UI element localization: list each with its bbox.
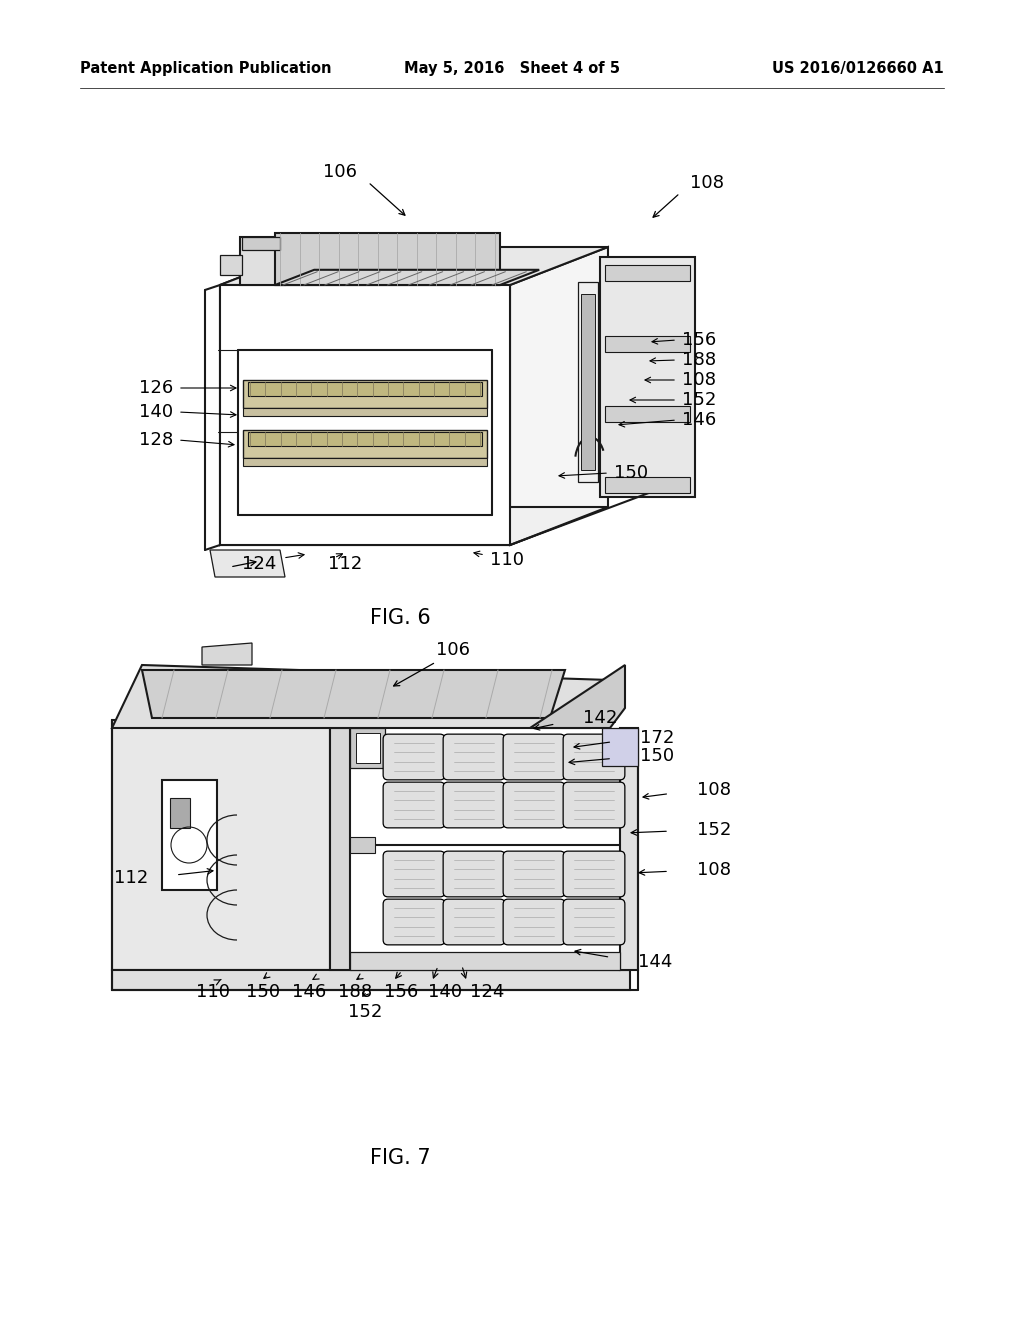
Text: 108: 108 bbox=[697, 781, 731, 799]
Polygon shape bbox=[243, 430, 487, 458]
Text: FIG. 7: FIG. 7 bbox=[370, 1148, 430, 1168]
Text: 106: 106 bbox=[436, 642, 470, 659]
Text: 110: 110 bbox=[196, 983, 230, 1001]
Polygon shape bbox=[243, 380, 487, 408]
Text: 150: 150 bbox=[614, 465, 648, 482]
Polygon shape bbox=[220, 247, 608, 285]
Polygon shape bbox=[275, 269, 540, 285]
Polygon shape bbox=[243, 458, 487, 466]
Polygon shape bbox=[350, 729, 385, 768]
Polygon shape bbox=[112, 719, 330, 970]
Text: 126: 126 bbox=[138, 379, 173, 397]
Polygon shape bbox=[605, 407, 690, 422]
Text: 112: 112 bbox=[328, 554, 362, 573]
Text: 172: 172 bbox=[640, 729, 675, 747]
Polygon shape bbox=[220, 507, 608, 545]
Text: 108: 108 bbox=[682, 371, 716, 389]
Text: 156: 156 bbox=[682, 331, 716, 348]
Text: 128: 128 bbox=[138, 432, 173, 449]
FancyBboxPatch shape bbox=[443, 851, 505, 896]
Text: 152: 152 bbox=[697, 821, 731, 840]
Polygon shape bbox=[620, 729, 638, 970]
FancyBboxPatch shape bbox=[503, 851, 565, 896]
Text: 188: 188 bbox=[338, 983, 372, 1001]
Polygon shape bbox=[248, 381, 482, 396]
Text: 150: 150 bbox=[246, 983, 281, 1001]
Polygon shape bbox=[112, 970, 630, 990]
Text: 112: 112 bbox=[114, 869, 148, 887]
Text: 106: 106 bbox=[323, 162, 357, 181]
Polygon shape bbox=[356, 733, 380, 763]
Text: 124: 124 bbox=[242, 554, 276, 573]
Polygon shape bbox=[578, 282, 598, 482]
FancyBboxPatch shape bbox=[443, 899, 505, 945]
Text: 152: 152 bbox=[348, 1003, 382, 1020]
Text: 188: 188 bbox=[682, 351, 716, 370]
Text: 108: 108 bbox=[697, 861, 731, 879]
Polygon shape bbox=[605, 335, 690, 351]
Polygon shape bbox=[162, 780, 217, 890]
Polygon shape bbox=[242, 238, 280, 249]
FancyBboxPatch shape bbox=[563, 851, 625, 896]
Text: 146: 146 bbox=[682, 411, 716, 429]
FancyBboxPatch shape bbox=[503, 734, 565, 780]
Polygon shape bbox=[350, 837, 375, 853]
Text: FIG. 6: FIG. 6 bbox=[370, 609, 430, 628]
FancyBboxPatch shape bbox=[503, 783, 565, 828]
Polygon shape bbox=[600, 257, 695, 498]
FancyBboxPatch shape bbox=[383, 734, 444, 780]
Polygon shape bbox=[350, 952, 620, 970]
FancyBboxPatch shape bbox=[383, 783, 444, 828]
Polygon shape bbox=[112, 665, 610, 729]
Polygon shape bbox=[220, 285, 510, 545]
FancyBboxPatch shape bbox=[563, 899, 625, 945]
Polygon shape bbox=[510, 247, 608, 545]
Text: 140: 140 bbox=[139, 403, 173, 421]
Text: 108: 108 bbox=[690, 174, 724, 191]
Polygon shape bbox=[170, 799, 190, 828]
Polygon shape bbox=[220, 255, 242, 275]
FancyBboxPatch shape bbox=[383, 851, 444, 896]
Text: 152: 152 bbox=[682, 391, 717, 409]
Polygon shape bbox=[210, 550, 285, 577]
FancyBboxPatch shape bbox=[443, 783, 505, 828]
Text: 144: 144 bbox=[638, 953, 673, 972]
FancyBboxPatch shape bbox=[443, 734, 505, 780]
Polygon shape bbox=[530, 665, 625, 729]
FancyBboxPatch shape bbox=[563, 783, 625, 828]
Polygon shape bbox=[240, 238, 285, 285]
FancyBboxPatch shape bbox=[503, 899, 565, 945]
Text: 156: 156 bbox=[384, 983, 418, 1001]
Text: 110: 110 bbox=[490, 550, 524, 569]
Text: Patent Application Publication: Patent Application Publication bbox=[80, 61, 332, 75]
Text: 140: 140 bbox=[428, 983, 462, 1001]
Text: May 5, 2016   Sheet 4 of 5: May 5, 2016 Sheet 4 of 5 bbox=[404, 61, 620, 75]
Polygon shape bbox=[330, 729, 350, 970]
Polygon shape bbox=[248, 432, 482, 446]
Polygon shape bbox=[202, 643, 252, 665]
Text: 146: 146 bbox=[292, 983, 327, 1001]
Text: US 2016/0126660 A1: US 2016/0126660 A1 bbox=[772, 61, 944, 75]
Text: 142: 142 bbox=[583, 709, 617, 727]
FancyBboxPatch shape bbox=[563, 734, 625, 780]
Polygon shape bbox=[602, 729, 638, 766]
Text: 150: 150 bbox=[640, 747, 674, 766]
Polygon shape bbox=[605, 477, 690, 492]
Polygon shape bbox=[243, 408, 487, 416]
FancyBboxPatch shape bbox=[383, 899, 444, 945]
Polygon shape bbox=[581, 294, 595, 470]
Polygon shape bbox=[142, 671, 565, 718]
Polygon shape bbox=[275, 234, 500, 285]
Text: 124: 124 bbox=[470, 983, 505, 1001]
Polygon shape bbox=[605, 265, 690, 281]
Polygon shape bbox=[220, 247, 318, 545]
